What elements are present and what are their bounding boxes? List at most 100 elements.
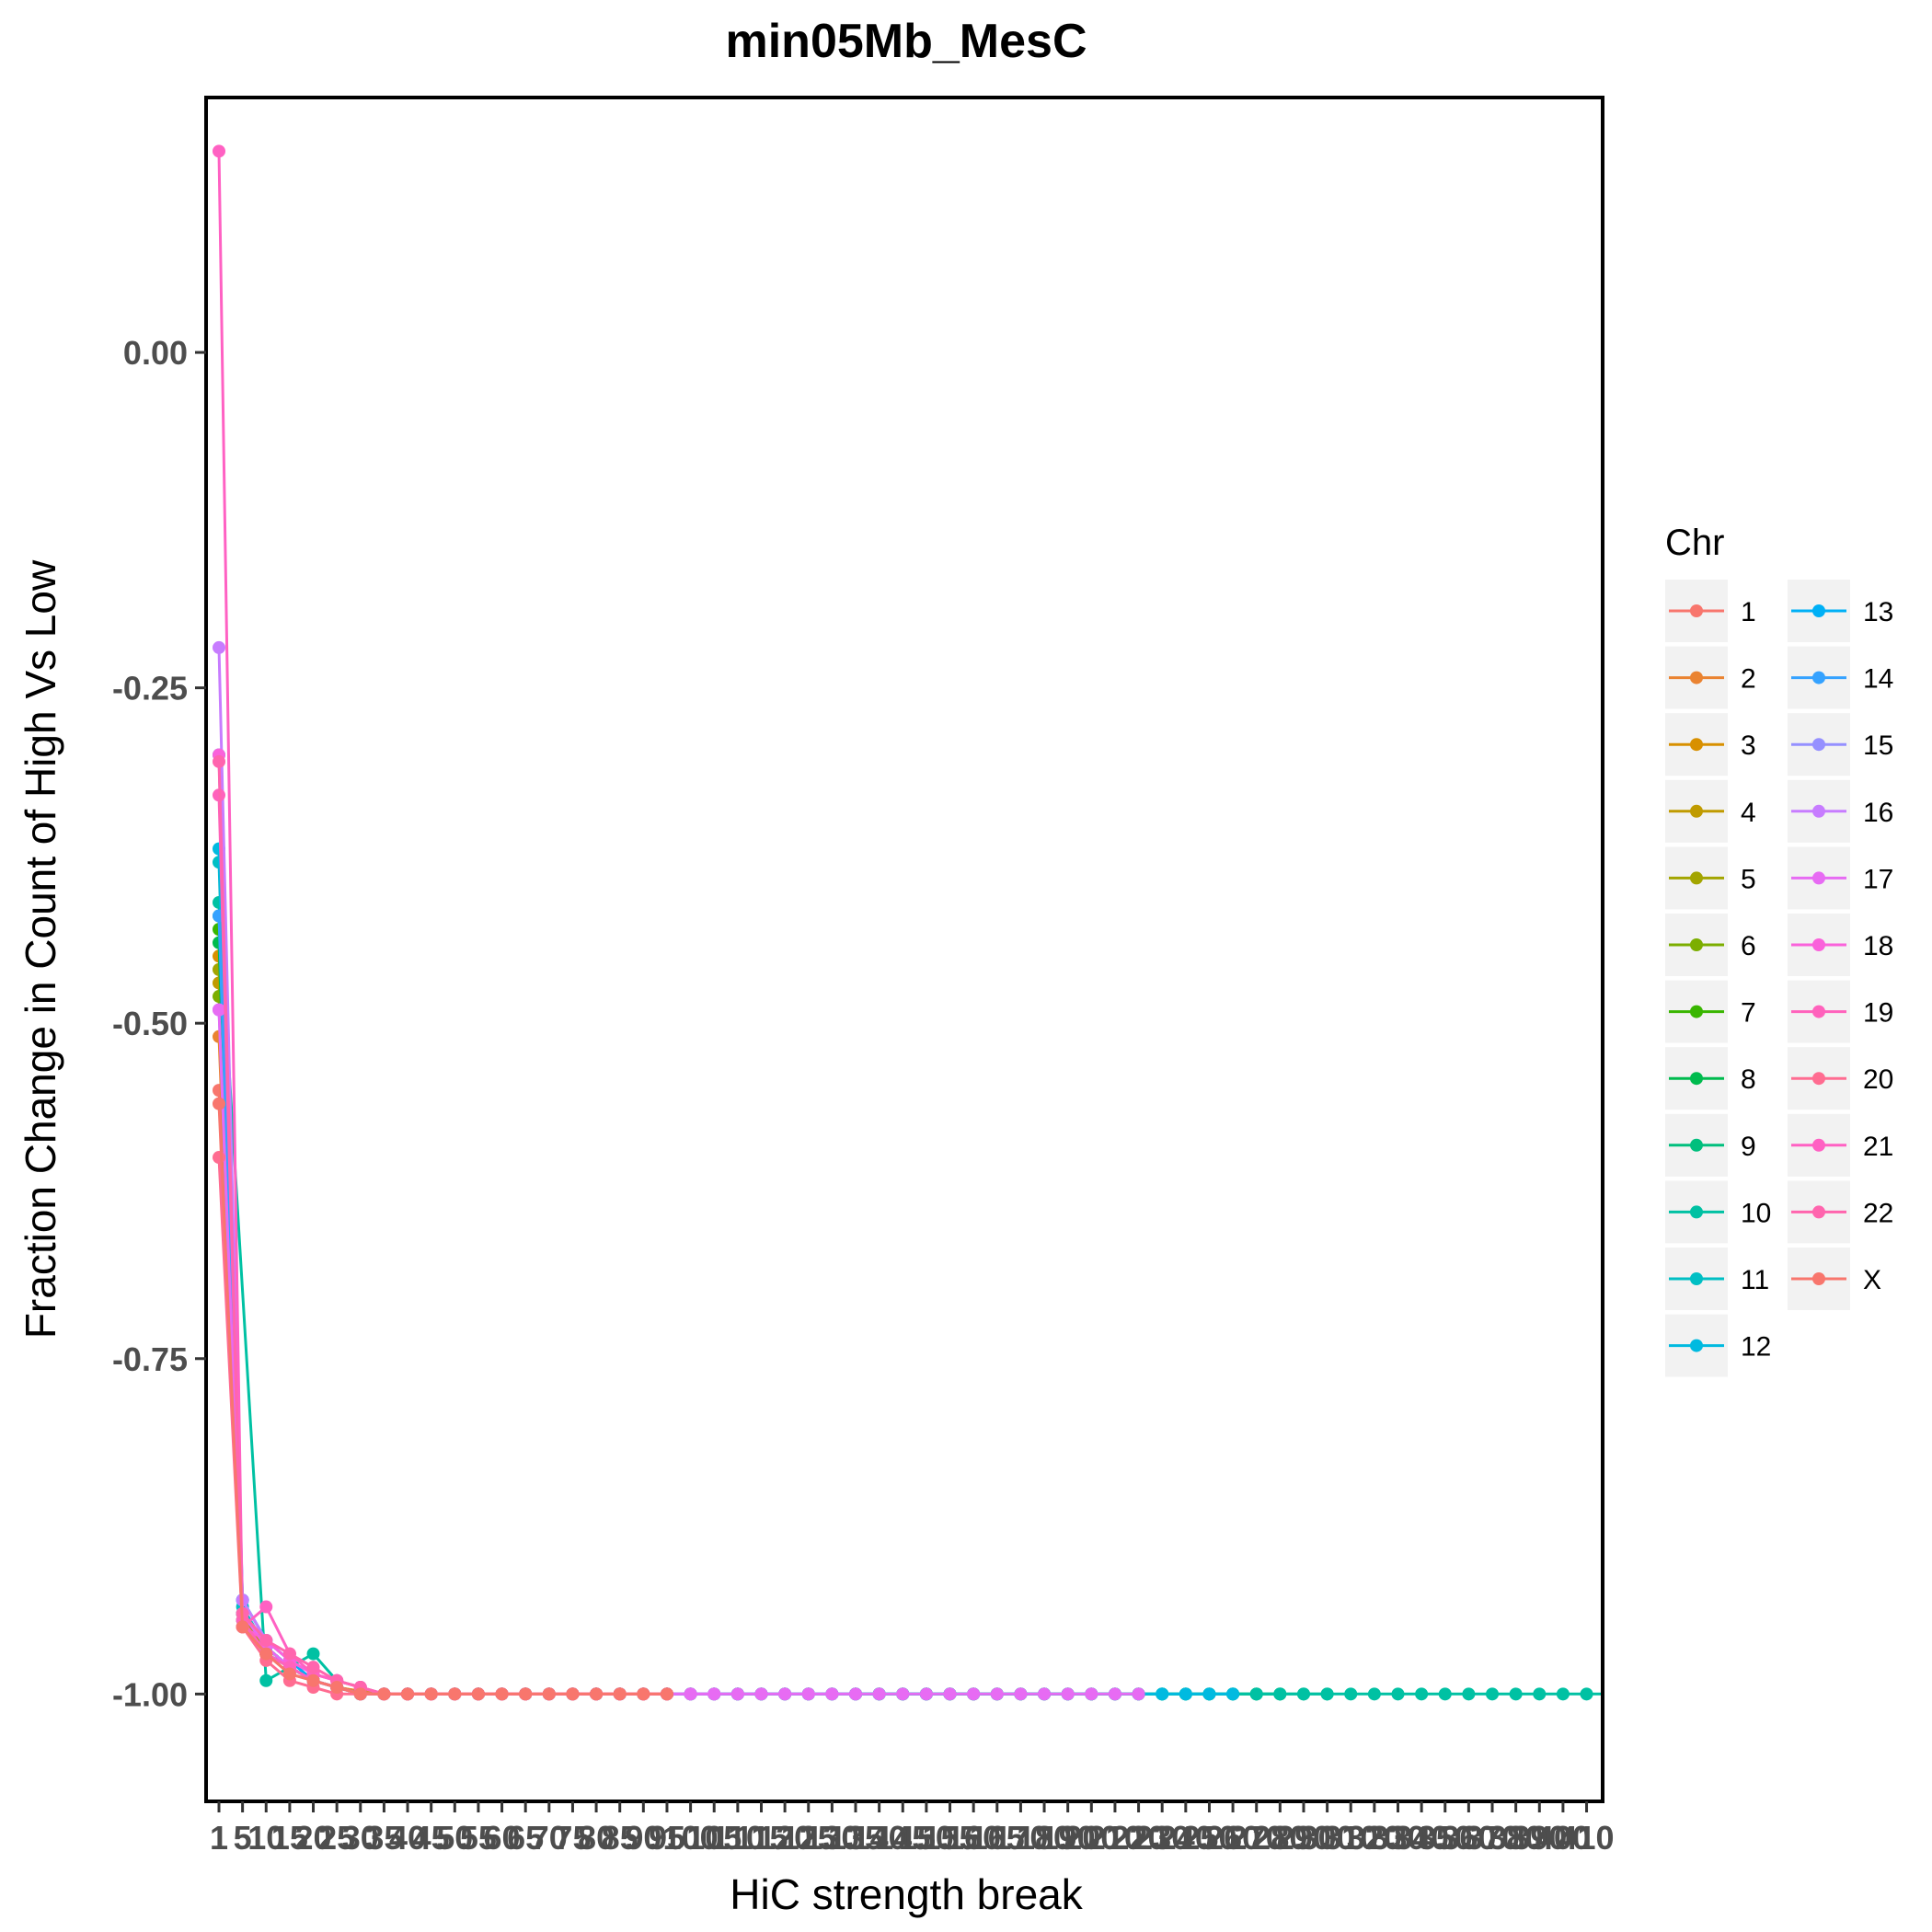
- legend-item-6: 6: [1665, 914, 1756, 976]
- series-point-X: [660, 1687, 673, 1701]
- x-tick-label: 45: [413, 1819, 450, 1857]
- legend-label: 2: [1741, 664, 1756, 695]
- legend-key-point: [1690, 1339, 1703, 1352]
- plot-background: [206, 98, 1603, 1801]
- x-tick-label: 105: [686, 1819, 742, 1857]
- legend-key-point: [1690, 1205, 1703, 1219]
- x-tick-label: 100: [663, 1819, 719, 1857]
- x-tick-label: 95: [649, 1819, 685, 1857]
- series-point-X: [236, 1620, 249, 1634]
- legend-key-point: [1690, 804, 1703, 818]
- series-point-10: [1462, 1687, 1476, 1701]
- legend-item-8: 8: [1665, 1047, 1756, 1110]
- x-tick-label: 35: [365, 1819, 402, 1857]
- x-tick-label: 5: [234, 1819, 252, 1857]
- x-tick-label: 350: [1418, 1819, 1473, 1857]
- x-tick-label: 55: [460, 1819, 497, 1857]
- x-tick-label: 70: [531, 1819, 568, 1857]
- x-tick-label: 135: [828, 1819, 883, 1857]
- x-tick-label: 180: [1017, 1819, 1072, 1857]
- x-tick-label: 115: [734, 1819, 788, 1857]
- x-tick-label: 125: [781, 1819, 836, 1857]
- series-point-12: [1226, 1687, 1240, 1701]
- series-point-17: [801, 1687, 815, 1701]
- plot-area: [204, 96, 1604, 1803]
- legend-key-point: [1690, 1272, 1703, 1285]
- series-point-X: [519, 1687, 533, 1701]
- legend-key-point: [1812, 1138, 1825, 1152]
- legend-label: 11: [1741, 1265, 1769, 1295]
- x-tick-label: 370: [1465, 1819, 1520, 1857]
- legend-key-point: [1812, 604, 1825, 617]
- legend-label: 4: [1741, 798, 1756, 828]
- y-tick-label: -0.75: [112, 1340, 188, 1378]
- series-point-X: [613, 1687, 627, 1701]
- series-point-12: [1156, 1687, 1169, 1701]
- legend-label: 22: [1863, 1198, 1893, 1228]
- legend-key-point: [1812, 671, 1825, 684]
- x-tick-label: 85: [602, 1819, 638, 1857]
- series-X: [213, 1097, 673, 1701]
- series-point-17: [896, 1687, 910, 1701]
- legend-label: 16: [1863, 798, 1893, 828]
- series-point-16: [213, 640, 225, 654]
- series-point-12: [1202, 1687, 1216, 1701]
- series-point-10: [1486, 1687, 1500, 1701]
- series-point-X: [637, 1687, 650, 1701]
- x-tick-label: 20: [294, 1819, 331, 1857]
- y-tick-label: -0.25: [112, 670, 188, 707]
- legend-item-2: 2: [1665, 646, 1756, 709]
- legend-label: 3: [1741, 730, 1756, 761]
- legend-key-point: [1690, 604, 1703, 617]
- legend-label: X: [1863, 1265, 1881, 1295]
- x-tick-label: 60: [484, 1819, 521, 1857]
- legend-label: 8: [1741, 1064, 1756, 1095]
- series-point-17: [754, 1687, 768, 1701]
- series-layer: [213, 144, 1603, 1701]
- series-point-10: [1367, 1687, 1381, 1701]
- x-tick-label: 270: [1229, 1819, 1284, 1857]
- x-tick-label: 210: [1087, 1819, 1143, 1857]
- x-tick-label: 230: [1134, 1819, 1190, 1857]
- legend-label: 14: [1863, 664, 1893, 695]
- legend-label: 19: [1863, 998, 1893, 1029]
- x-tick-label: 15: [271, 1819, 308, 1857]
- series-point-X: [424, 1687, 438, 1701]
- x-tick-label: 300: [1300, 1819, 1355, 1857]
- series-point-X: [377, 1687, 391, 1701]
- series-point-10: [1273, 1687, 1287, 1701]
- series-point-10: [1438, 1687, 1452, 1701]
- series-point-10: [1580, 1687, 1593, 1701]
- series-point-10: [1249, 1687, 1263, 1701]
- legend-label: 10: [1741, 1198, 1771, 1228]
- legend-key-point: [1812, 1272, 1825, 1285]
- legend-item-22: 22: [1788, 1180, 1893, 1244]
- legend-item-17: 17: [1788, 846, 1893, 910]
- series-point-17: [1085, 1687, 1098, 1701]
- y-tick-label: -1.00: [112, 1675, 188, 1713]
- series-point-X: [566, 1687, 580, 1701]
- x-tick-label: 145: [875, 1819, 930, 1857]
- series-point-17: [684, 1687, 697, 1701]
- legend-item-7: 7: [1665, 980, 1756, 1043]
- legend-item-20: 20: [1788, 1047, 1893, 1110]
- x-tick-label: 410: [1559, 1819, 1615, 1857]
- series-point-10: [1509, 1687, 1523, 1701]
- series-point-10: [306, 1647, 320, 1661]
- series-point-22: [259, 1634, 273, 1648]
- legend-title: Chr: [1665, 523, 1724, 563]
- series-point-10: [1533, 1687, 1547, 1701]
- series-point-X: [495, 1687, 509, 1701]
- y-axis: 0.00 -0.25 -0.50 -0.75 -1.00: [112, 334, 206, 1713]
- legend-label: 1: [1741, 597, 1756, 627]
- legend-label: 20: [1863, 1064, 1893, 1095]
- series-point-17: [730, 1687, 744, 1701]
- series-point-22: [282, 1647, 296, 1661]
- series-point-X: [401, 1687, 415, 1701]
- series-point-10: [1296, 1687, 1310, 1701]
- legend-item-21: 21: [1788, 1113, 1893, 1177]
- legend-key-point: [1812, 1072, 1825, 1086]
- x-tick-label: 25: [318, 1819, 355, 1857]
- series-point-10: [1320, 1687, 1334, 1701]
- legend-item-14: 14: [1788, 646, 1893, 709]
